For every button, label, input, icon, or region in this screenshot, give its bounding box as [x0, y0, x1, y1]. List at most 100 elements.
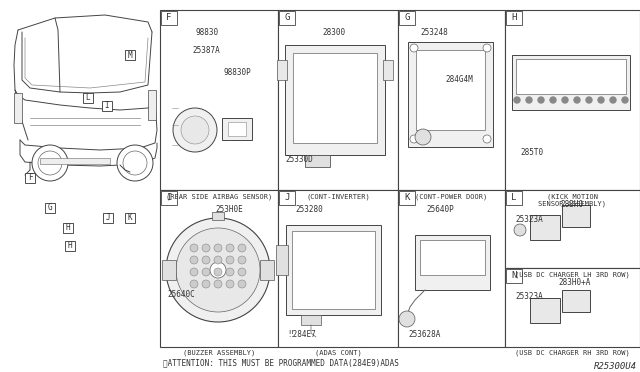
Text: 25323A: 25323A — [515, 215, 543, 224]
Circle shape — [202, 256, 210, 264]
Circle shape — [190, 268, 198, 276]
Circle shape — [598, 97, 604, 103]
Text: 25387A: 25387A — [192, 46, 220, 55]
Circle shape — [574, 97, 580, 103]
Text: L: L — [86, 93, 90, 103]
Circle shape — [202, 280, 210, 288]
Circle shape — [238, 268, 246, 276]
Circle shape — [173, 108, 217, 152]
Text: 25323A: 25323A — [515, 292, 543, 301]
Bar — [305, 155, 330, 167]
Bar — [278, 190, 398, 347]
Bar — [505, 10, 640, 190]
Text: 253248: 253248 — [420, 28, 448, 37]
Circle shape — [32, 145, 68, 181]
Circle shape — [214, 244, 222, 252]
Text: H: H — [68, 241, 72, 250]
Circle shape — [202, 244, 210, 252]
Circle shape — [117, 145, 153, 181]
Text: 284G4M: 284G4M — [445, 75, 473, 84]
Text: (ADAS CONT): (ADAS CONT) — [315, 350, 362, 356]
Circle shape — [610, 97, 616, 103]
Circle shape — [238, 256, 246, 264]
Text: J: J — [284, 193, 290, 202]
Circle shape — [123, 151, 147, 175]
Text: H: H — [66, 224, 70, 232]
Text: (BUZZER ASSEMBLY): (BUZZER ASSEMBLY) — [183, 350, 255, 356]
Circle shape — [550, 97, 556, 103]
Circle shape — [399, 311, 415, 327]
Circle shape — [514, 224, 526, 236]
Circle shape — [226, 256, 234, 264]
Circle shape — [190, 244, 198, 252]
Text: 25640C: 25640C — [167, 290, 195, 299]
Bar — [398, 190, 505, 347]
Text: (USB DC CHARGER RH 3RD ROW): (USB DC CHARGER RH 3RD ROW) — [515, 350, 630, 356]
Circle shape — [410, 135, 418, 143]
Text: (REAR SIDE AIRBAG SENSOR): (REAR SIDE AIRBAG SENSOR) — [166, 193, 272, 199]
Bar — [161, 191, 177, 205]
Text: ‼284E7: ‼284E7 — [288, 330, 316, 339]
Bar — [125, 213, 135, 223]
Text: I: I — [105, 102, 109, 110]
Text: 25640P: 25640P — [426, 205, 454, 214]
Bar — [160, 10, 278, 190]
Circle shape — [410, 44, 418, 52]
Bar — [516, 59, 626, 94]
Bar — [63, 223, 73, 233]
Bar — [506, 269, 522, 283]
Bar — [383, 60, 393, 80]
Text: K: K — [128, 214, 132, 222]
Circle shape — [562, 97, 568, 103]
Bar — [562, 205, 590, 227]
Text: (USB DC CHARGER LH 3RD ROW): (USB DC CHARGER LH 3RD ROW) — [515, 271, 630, 278]
Bar — [530, 298, 560, 323]
Bar — [506, 191, 522, 205]
Bar — [228, 122, 246, 136]
Text: 28300: 28300 — [322, 28, 345, 37]
Circle shape — [166, 218, 270, 322]
Text: 253H0E: 253H0E — [215, 205, 243, 214]
Bar — [279, 11, 295, 25]
Circle shape — [226, 244, 234, 252]
Text: 285T0: 285T0 — [520, 148, 543, 157]
Circle shape — [176, 228, 260, 312]
Circle shape — [622, 97, 628, 103]
Circle shape — [526, 97, 532, 103]
Circle shape — [238, 244, 246, 252]
Bar — [399, 11, 415, 25]
Circle shape — [38, 151, 62, 175]
Bar — [292, 231, 375, 309]
Text: J: J — [106, 214, 110, 222]
Text: R25300U4: R25300U4 — [594, 362, 637, 371]
Circle shape — [538, 97, 544, 103]
Circle shape — [210, 262, 226, 278]
Bar — [125, 50, 135, 60]
Bar — [45, 203, 55, 213]
Bar — [408, 42, 493, 147]
Text: ※ATTENTION: THIS MUST BE PROGRAMMED DATA(284E9)ADAS: ※ATTENTION: THIS MUST BE PROGRAMMED DATA… — [163, 358, 399, 367]
Circle shape — [514, 97, 520, 103]
Circle shape — [238, 280, 246, 288]
Bar — [65, 241, 75, 251]
Bar — [83, 93, 93, 103]
Text: M: M — [128, 51, 132, 60]
Bar — [162, 260, 176, 280]
Text: G: G — [404, 13, 410, 22]
Bar — [286, 225, 381, 315]
Bar — [301, 315, 321, 325]
Bar — [14, 93, 22, 123]
Bar — [398, 10, 505, 190]
Bar — [505, 190, 640, 268]
Text: N: N — [511, 272, 516, 280]
Bar — [420, 240, 485, 275]
Bar — [212, 212, 224, 220]
Circle shape — [214, 256, 222, 264]
Text: 283H0+A: 283H0+A — [558, 278, 590, 287]
Text: 283H0: 283H0 — [560, 200, 583, 209]
Circle shape — [214, 280, 222, 288]
Text: 98830: 98830 — [195, 28, 218, 37]
Bar — [285, 45, 385, 155]
Bar — [278, 10, 398, 190]
Circle shape — [202, 268, 210, 276]
